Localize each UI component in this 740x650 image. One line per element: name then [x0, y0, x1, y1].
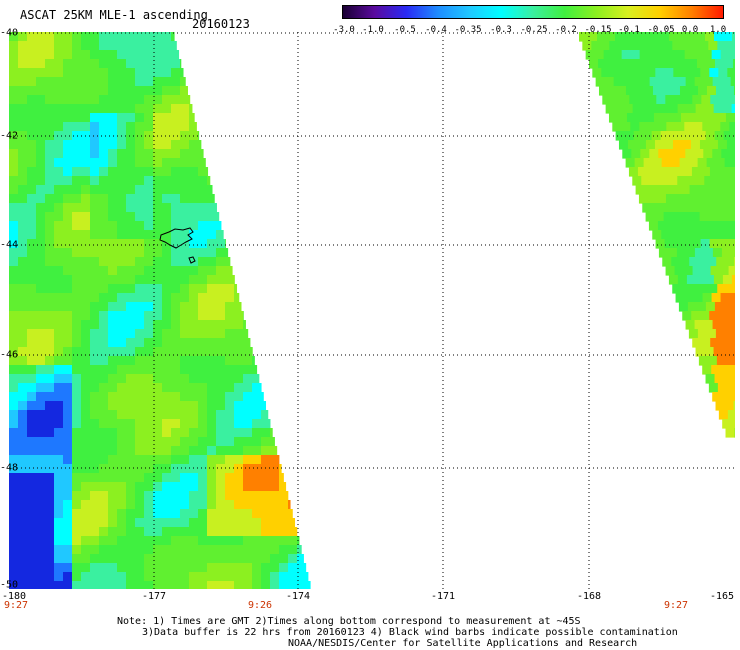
colorbar-label: -0.5: [394, 25, 416, 35]
map-date: 20160123: [192, 17, 250, 31]
colorbar-label: -1.0: [362, 25, 384, 35]
colorbar-label: -0.35: [454, 25, 482, 35]
lon-label: -174: [285, 591, 311, 602]
swath-left: [9, 32, 311, 589]
colorbar-label: -0.1: [618, 25, 640, 35]
footnote-line-3: NOAA/NESDIS/Center for Satellite Applica…: [288, 638, 638, 649]
colorbar: [342, 5, 724, 19]
lat-label: -40: [0, 27, 19, 39]
colorbar-label: -0.25: [520, 25, 548, 35]
colorbar-label: 1.0: [709, 25, 727, 35]
colorbar-label: -0.2: [555, 25, 577, 35]
time-label: 9:27: [663, 600, 689, 611]
footnote-line-1: Note: 1) Times are GMT 2)Times along bot…: [117, 616, 581, 627]
footnote-line-2: 3)Data buffer is 22 hrs from 20160123 4)…: [142, 627, 678, 638]
gridlines: [9, 32, 735, 589]
lon-label: -168: [576, 591, 602, 602]
lat-label: -48: [0, 462, 19, 474]
time-label: 9:27: [3, 600, 29, 611]
lat-label: -46: [0, 349, 19, 361]
colorbar-label: -0.3: [490, 25, 512, 35]
colorbar-label: 0.0: [681, 25, 699, 35]
lat-label: -44: [0, 239, 19, 251]
lat-label: -42: [0, 130, 19, 142]
lon-label: -177: [141, 591, 167, 602]
coastline: [159, 227, 196, 264]
lat-label: -50: [0, 579, 19, 591]
lon-label: -180: [1, 591, 27, 602]
colorbar-label: -0.05: [647, 25, 675, 35]
colorbar-label: -0.15: [584, 25, 612, 35]
map-title: ASCAT 25KM MLE-1 ascending: [20, 8, 208, 22]
colorbar-label: -3.0: [333, 25, 355, 35]
colorbar-label: -0.4: [425, 25, 447, 35]
swath-right: [579, 32, 735, 438]
map-plot: [9, 32, 735, 589]
time-label: 9:26: [247, 600, 273, 611]
lon-label: -171: [430, 591, 456, 602]
lon-label: -165: [709, 591, 735, 602]
